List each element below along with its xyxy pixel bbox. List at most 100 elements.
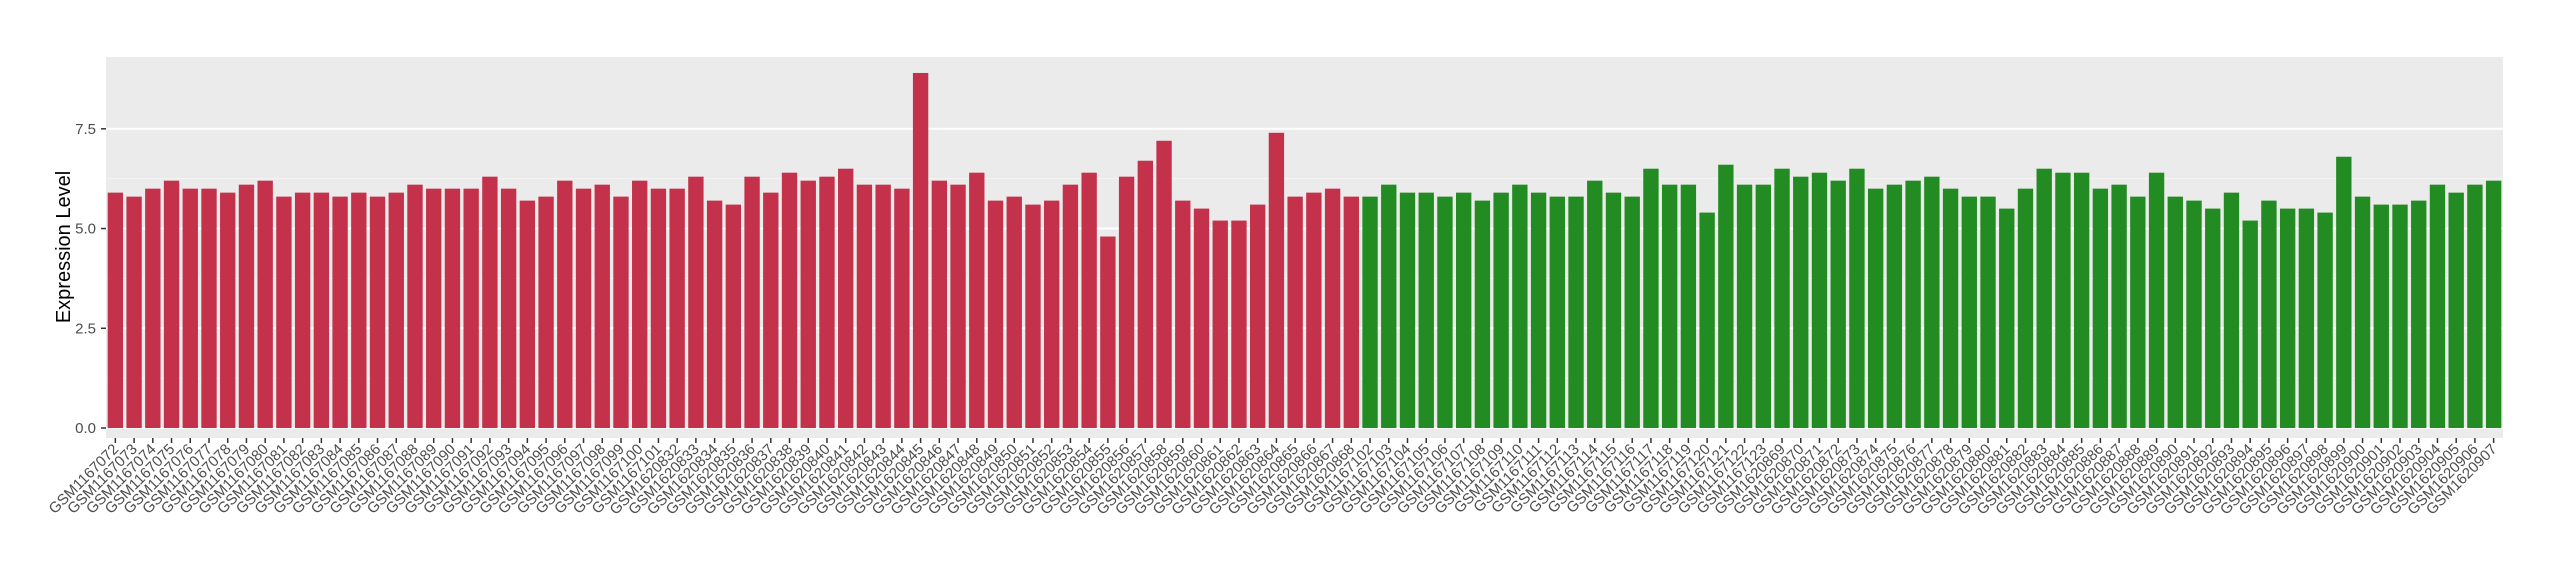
bar bbox=[1680, 184, 1697, 429]
bar bbox=[1025, 204, 1041, 429]
bar bbox=[725, 204, 742, 429]
bar bbox=[145, 188, 161, 429]
bar bbox=[1530, 192, 1547, 429]
bar bbox=[1212, 220, 1228, 429]
bar bbox=[538, 196, 554, 429]
bar bbox=[2336, 156, 2352, 429]
bar bbox=[1381, 184, 1397, 429]
bar bbox=[838, 168, 854, 429]
bar bbox=[1175, 200, 1191, 429]
bar bbox=[1643, 168, 1659, 429]
bar bbox=[388, 192, 404, 429]
bar bbox=[987, 200, 1004, 429]
bar bbox=[1924, 176, 1940, 429]
bar bbox=[650, 188, 667, 429]
bar bbox=[744, 176, 760, 429]
bar bbox=[1399, 192, 1416, 429]
bar bbox=[2073, 172, 2090, 429]
bar bbox=[1736, 184, 1753, 429]
bar bbox=[931, 180, 948, 429]
y-tick-label: 2.5 bbox=[75, 320, 96, 337]
bar bbox=[107, 192, 124, 429]
bar bbox=[2261, 200, 2277, 429]
bar bbox=[669, 188, 685, 429]
bar bbox=[163, 180, 180, 429]
bar bbox=[2279, 208, 2296, 429]
bar bbox=[220, 192, 236, 429]
bar bbox=[201, 188, 217, 429]
bar bbox=[856, 184, 873, 429]
bar bbox=[1830, 180, 1846, 429]
bar bbox=[407, 184, 423, 429]
bar bbox=[2317, 212, 2333, 429]
bar bbox=[2373, 204, 2389, 429]
bar bbox=[2467, 184, 2483, 429]
bar bbox=[1250, 204, 1266, 429]
bar bbox=[1193, 208, 1210, 429]
bar bbox=[238, 184, 255, 429]
bar bbox=[1362, 196, 1378, 429]
bar bbox=[482, 176, 498, 429]
bar bbox=[126, 196, 142, 429]
bar bbox=[969, 172, 985, 429]
bar bbox=[1867, 188, 1884, 429]
bar bbox=[2130, 196, 2146, 429]
bar bbox=[369, 196, 386, 429]
bar bbox=[332, 196, 348, 429]
bar bbox=[2223, 192, 2240, 429]
bar bbox=[706, 200, 723, 429]
bar bbox=[2186, 200, 2202, 429]
bar bbox=[276, 196, 292, 429]
bar bbox=[2092, 188, 2109, 429]
bar bbox=[2485, 180, 2502, 429]
bar bbox=[1661, 184, 1678, 429]
bar bbox=[1755, 184, 1771, 429]
bar bbox=[1100, 236, 1116, 429]
y-tick-label: 7.5 bbox=[75, 121, 96, 138]
bar bbox=[1980, 196, 1996, 429]
bar bbox=[2242, 220, 2258, 429]
bar bbox=[1474, 200, 1491, 429]
y-axis-title: Expression Level bbox=[53, 171, 75, 323]
bar bbox=[1324, 188, 1341, 429]
bar bbox=[1605, 192, 1622, 429]
bar bbox=[257, 180, 273, 429]
bar bbox=[2111, 184, 2127, 429]
bar bbox=[1306, 192, 1322, 429]
bar bbox=[1811, 172, 1828, 429]
bar bbox=[1231, 220, 1247, 429]
bar bbox=[875, 184, 891, 429]
bar bbox=[1062, 184, 1079, 429]
bar bbox=[1961, 196, 1977, 429]
bar bbox=[1156, 140, 1172, 429]
bar bbox=[2205, 208, 2221, 429]
bar bbox=[1512, 184, 1528, 429]
bar bbox=[1268, 132, 1285, 429]
bar bbox=[463, 188, 479, 429]
bar bbox=[688, 176, 704, 429]
bar bbox=[294, 192, 311, 429]
bar bbox=[575, 188, 592, 429]
bar bbox=[800, 180, 816, 429]
bar bbox=[1081, 172, 1097, 429]
bar bbox=[1774, 168, 1790, 429]
bar bbox=[351, 192, 367, 429]
bar bbox=[1849, 168, 1865, 429]
bar bbox=[763, 192, 779, 429]
bar bbox=[1549, 196, 1565, 429]
bar bbox=[2055, 172, 2071, 429]
bar bbox=[819, 176, 835, 429]
bar bbox=[1999, 208, 2015, 429]
y-tick-label: 5.0 bbox=[75, 221, 96, 238]
bar bbox=[1418, 192, 1434, 429]
bar bbox=[2392, 204, 2408, 429]
bar bbox=[2429, 184, 2446, 429]
bar bbox=[2411, 200, 2427, 429]
bar bbox=[1455, 192, 1472, 429]
bar bbox=[557, 180, 573, 429]
bar bbox=[426, 188, 442, 429]
bar bbox=[1942, 188, 1959, 429]
bar bbox=[1287, 196, 1303, 429]
bar bbox=[1044, 200, 1060, 429]
